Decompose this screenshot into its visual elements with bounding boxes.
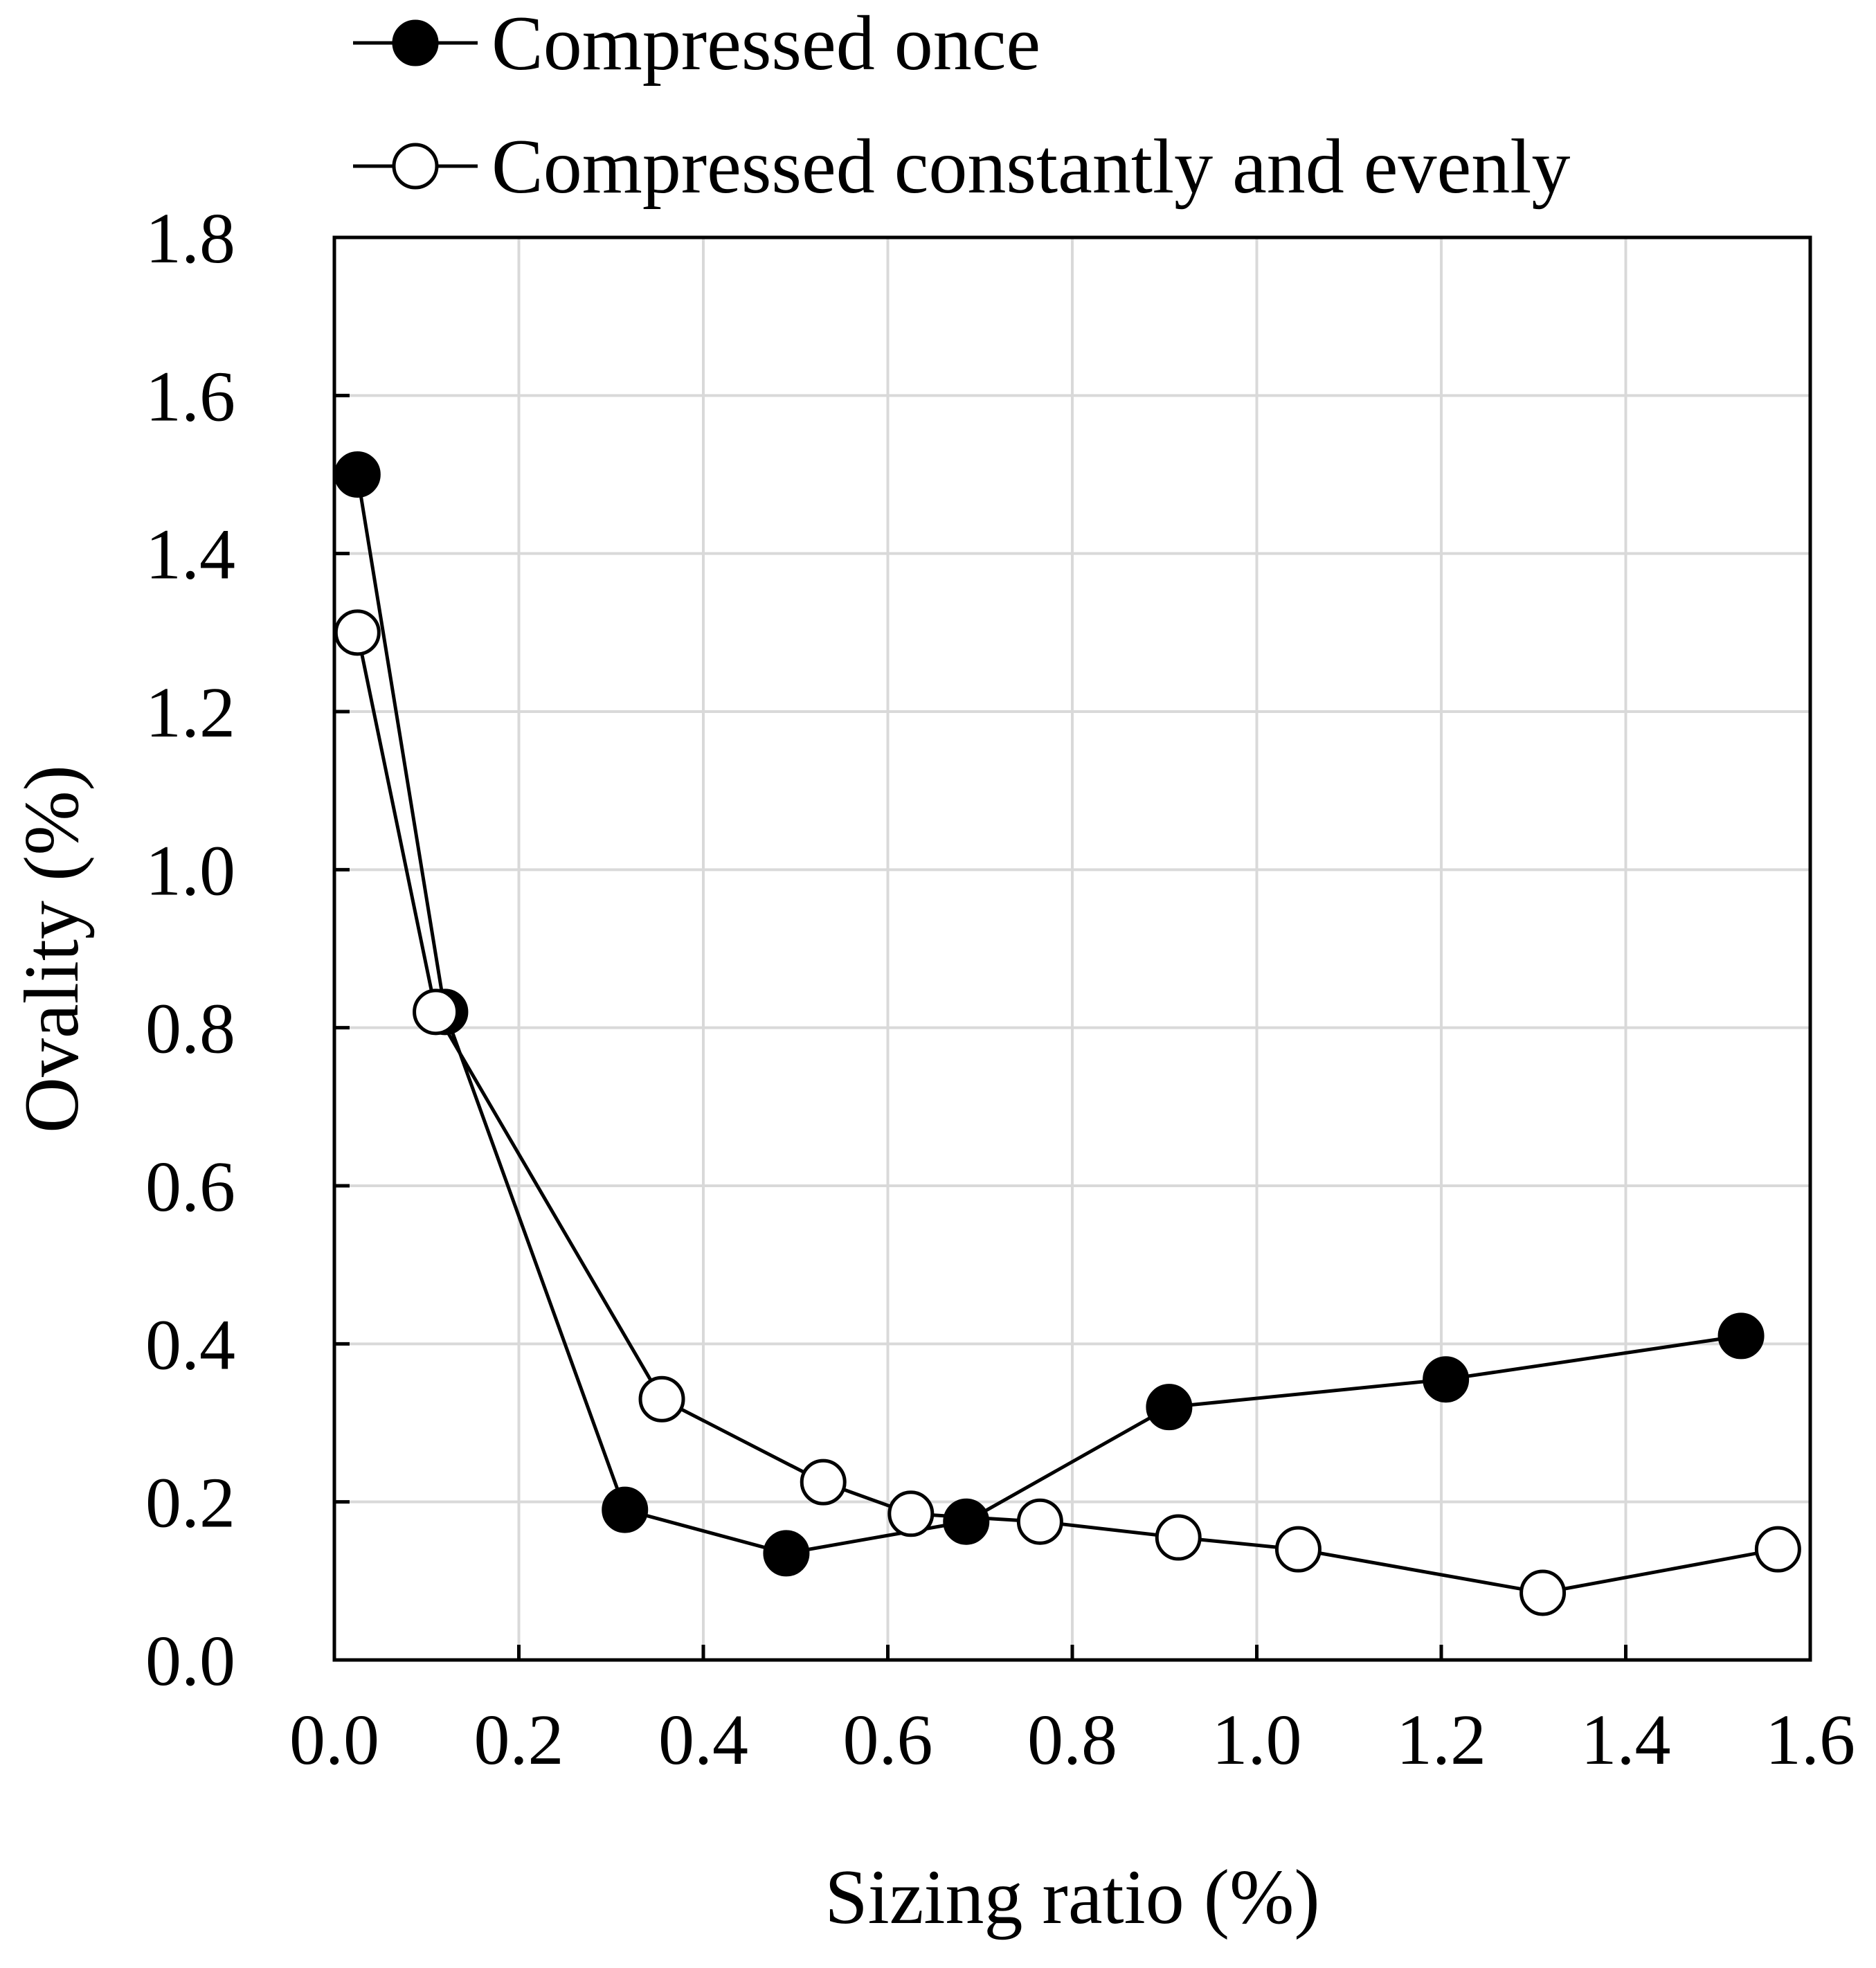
data-point-open <box>1519 1569 1567 1616</box>
data-point-open <box>800 1459 847 1506</box>
legend-item-compressed-constantly: Compressed constantly and evenly <box>353 124 1570 210</box>
series-line <box>355 474 1742 1555</box>
y-tick-label: 1.8 <box>145 199 235 278</box>
legend-item-compressed-once: Compressed once <box>353 1 1040 87</box>
y-tick-label: 0.8 <box>145 989 235 1069</box>
x-ticks: 0.0 0.2 0.4 0.6 0.8 1.0 1.2 1.4 1.6 <box>289 1645 1855 1780</box>
x-tick-label: 0.4 <box>658 1700 748 1780</box>
data-point-open <box>1016 1498 1063 1545</box>
x-tick-label: 1.6 <box>1765 1700 1855 1780</box>
series <box>334 451 1801 1616</box>
data-point-filled <box>1423 1356 1470 1403</box>
y-ticks: 0.0 0.2 0.4 0.6 0.8 1.0 1.2 1.4 1.6 1.8 <box>145 199 350 1701</box>
y-tick-label: 1.0 <box>145 831 235 910</box>
y-tick-label: 1.4 <box>145 515 235 595</box>
legend-label-compressed-constantly: Compressed constantly and evenly <box>491 124 1570 210</box>
x-tick-label: 1.2 <box>1396 1700 1486 1780</box>
data-point-filled <box>1717 1312 1765 1360</box>
y-tick-label: 0.6 <box>145 1147 235 1227</box>
data-point-open <box>1274 1526 1322 1573</box>
data-point-filled <box>1146 1384 1193 1431</box>
data-point-filled <box>334 451 381 498</box>
x-axis-title: Sizing ratio (%) <box>824 1854 1319 1940</box>
y-tick-label: 0.2 <box>145 1463 235 1543</box>
legend: Compressed once Compressed constantly an… <box>353 1 1570 210</box>
data-point-open <box>887 1490 935 1537</box>
x-tick-label: 1.0 <box>1212 1700 1302 1780</box>
x-tick-label: 0.6 <box>843 1700 933 1780</box>
data-point-open <box>334 609 381 656</box>
legend-label-compressed-once: Compressed once <box>491 1 1040 87</box>
legend-marker-open <box>392 143 439 190</box>
x-tick-label: 0.2 <box>474 1700 564 1780</box>
x-tick-label: 1.4 <box>1581 1700 1671 1780</box>
series-compressed-constantly <box>334 609 1801 1616</box>
y-tick-label: 0.4 <box>145 1305 235 1384</box>
series-line <box>355 632 1778 1595</box>
x-tick-label: 0.8 <box>1027 1700 1117 1780</box>
data-point-open <box>1155 1514 1202 1561</box>
x-tick-label: 0.0 <box>289 1700 379 1780</box>
data-point-filled <box>763 1530 810 1577</box>
data-point-filled <box>602 1486 649 1533</box>
data-point-open <box>638 1375 685 1423</box>
legend-marker-filled <box>392 19 439 66</box>
y-tick-label: 0.0 <box>145 1621 235 1701</box>
data-point-open <box>413 988 460 1036</box>
data-point-open <box>1754 1526 1801 1573</box>
data-point-filled <box>943 1498 990 1545</box>
y-tick-label: 1.2 <box>145 673 235 752</box>
y-tick-label: 1.6 <box>145 356 235 436</box>
grid-lines <box>334 237 1810 1660</box>
y-axis-title: Ovality (%) <box>9 765 95 1133</box>
series-compressed-once <box>334 451 1765 1577</box>
